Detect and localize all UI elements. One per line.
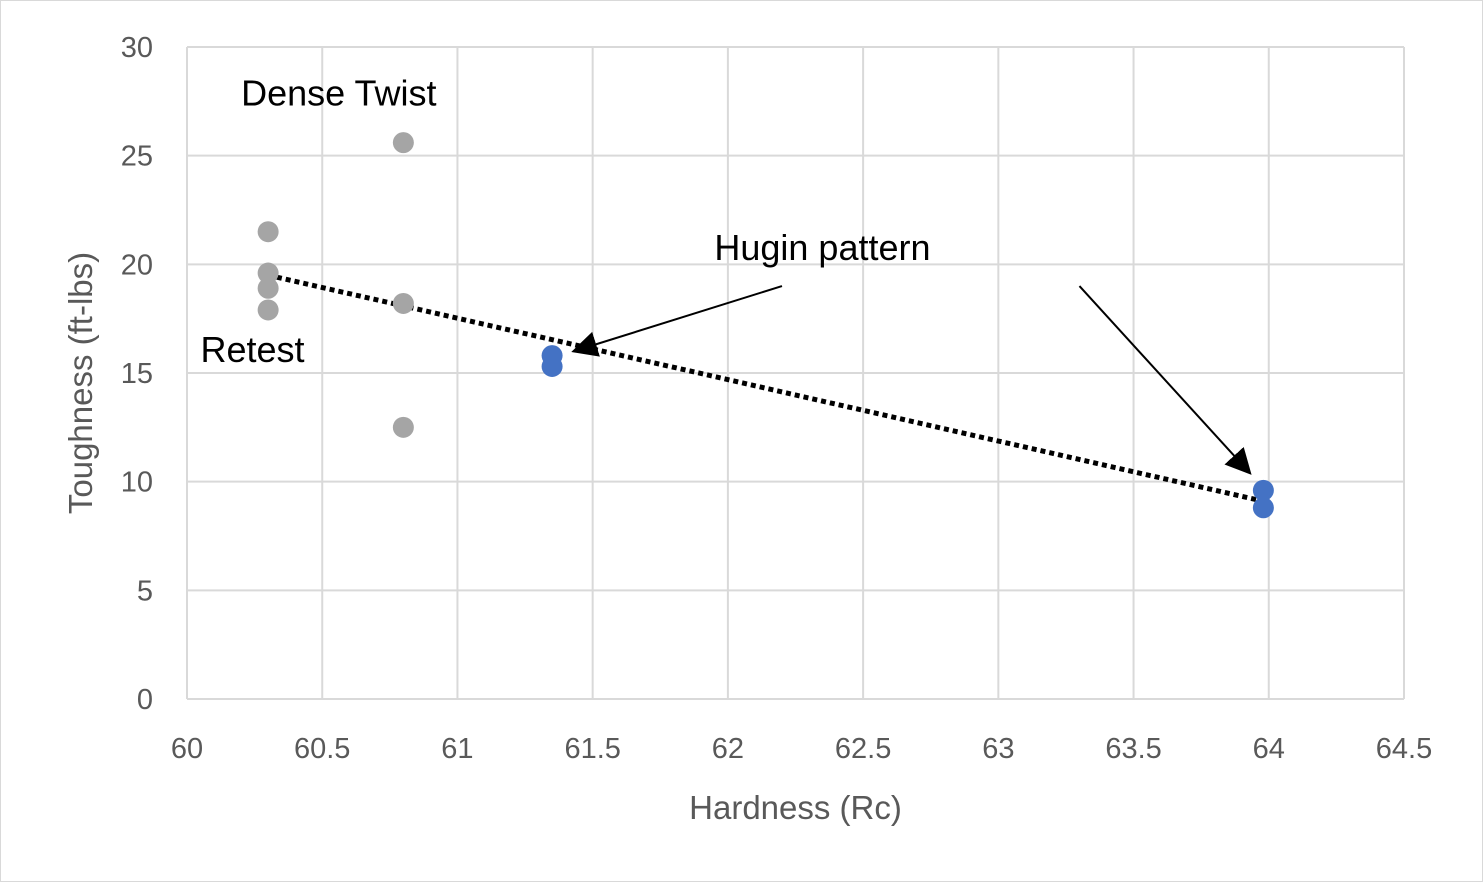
tick-labels: 60 60.5 61 61.5 62 62.5 63 63.5 64 64.5 0 5 10 15 20 25… — [121, 32, 1432, 765]
x-tick-label: 60.5 — [294, 733, 350, 765]
annotation-arrow — [1078, 285, 1252, 475]
x-tick-label: 64 — [1253, 733, 1285, 765]
x-tick-label: 63 — [982, 733, 1014, 765]
x-axis-title: Hardness (Rc) — [689, 789, 902, 826]
data-point — [392, 132, 414, 154]
y-tick-label: 25 — [121, 141, 153, 173]
data-point — [1252, 479, 1274, 501]
trendline-layer — [267, 272, 1264, 504]
x-tick-label: 61 — [441, 733, 473, 765]
data-point — [392, 292, 414, 314]
x-tick-label: 61.5 — [564, 733, 620, 765]
y-tick-label: 5 — [137, 575, 153, 607]
y-tick-label: 0 — [137, 684, 153, 716]
data-point — [541, 355, 563, 377]
annotation-label: Retest — [201, 329, 305, 370]
data-point — [392, 416, 414, 438]
y-tick-label: 30 — [121, 32, 153, 64]
x-tick-label: 63.5 — [1105, 733, 1161, 765]
y-tick-label: 15 — [121, 358, 153, 390]
x-tick-label: 62.5 — [835, 733, 891, 765]
trendline — [267, 272, 1264, 504]
annotation-label: Dense Twist — [241, 73, 436, 114]
annotation-label: Hugin pattern — [714, 227, 930, 268]
y-tick-label: 20 — [121, 249, 153, 281]
data-point — [257, 277, 279, 299]
annotation-arrow — [571, 285, 783, 357]
x-tick-label: 64.5 — [1376, 733, 1432, 765]
data-point — [257, 299, 279, 321]
grid-lines — [186, 46, 1405, 700]
data-points — [257, 132, 1274, 519]
data-point — [257, 221, 279, 243]
data-point — [257, 262, 279, 284]
y-axis-title: Toughness (ft-lbs) — [62, 252, 99, 514]
y-tick-label: 10 — [121, 467, 153, 499]
x-tick-label: 60 — [171, 733, 203, 765]
annotations: Dense Twist Retest Hugin pattern — [201, 73, 1252, 475]
x-tick-label: 62 — [712, 733, 744, 765]
data-point — [1252, 497, 1274, 519]
